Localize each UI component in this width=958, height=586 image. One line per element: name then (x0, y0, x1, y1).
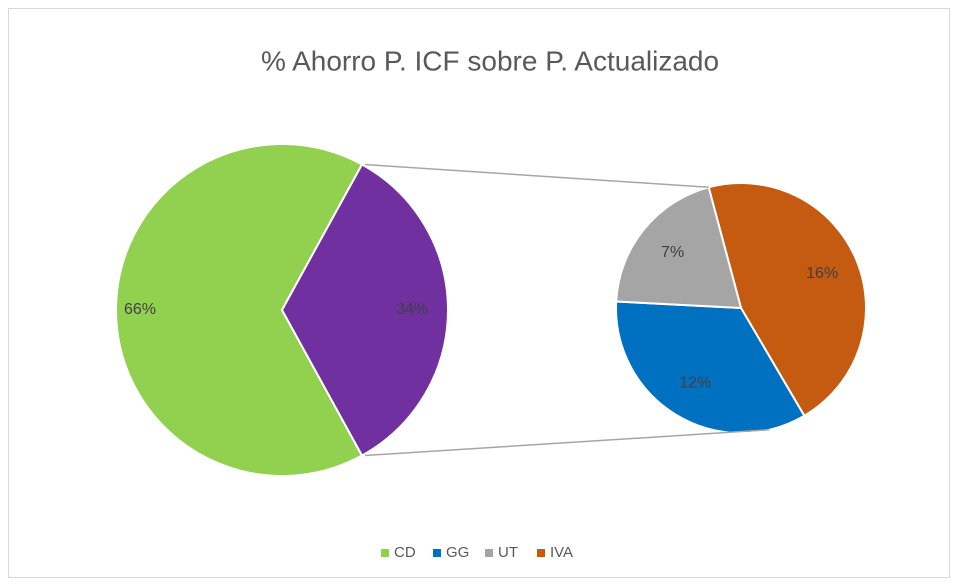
legend-swatch (485, 549, 493, 557)
pie-slice (615, 186, 743, 310)
legend-swatch (537, 549, 545, 557)
legend-label: GG (446, 544, 469, 561)
connector-line (364, 163, 709, 189)
connector-line (364, 429, 770, 457)
pie-slice (115, 143, 364, 477)
chart-title: % Ahorro P. ICF sobre P. Actualizado (261, 45, 719, 76)
pie-slice (280, 163, 449, 457)
data-label: 66% (124, 301, 156, 318)
legend-label: UT (498, 544, 518, 561)
legend-label: IVA (550, 544, 573, 561)
pie-slice (707, 182, 867, 418)
pie-slice (615, 300, 806, 434)
legend-swatch (433, 549, 441, 557)
data-label: 12% (679, 374, 711, 391)
data-label: 16% (806, 265, 838, 282)
legend-swatch (381, 549, 389, 557)
legend-label: CD (394, 544, 416, 561)
data-label: 7% (661, 244, 684, 261)
data-label: 34% (396, 301, 428, 318)
